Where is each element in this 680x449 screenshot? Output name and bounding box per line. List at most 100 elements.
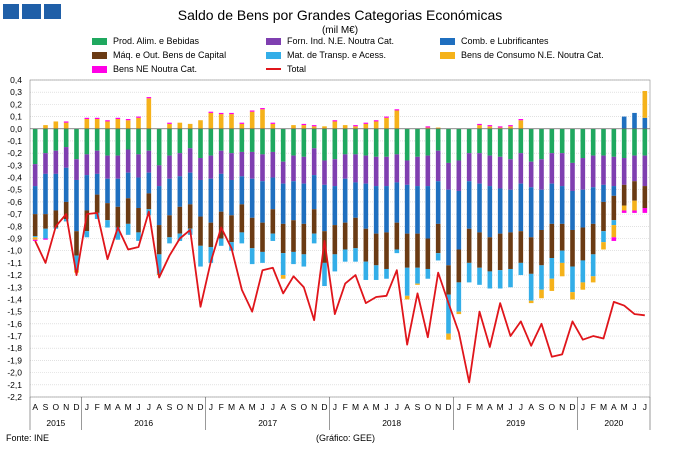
bar-consumer (177, 122, 183, 129)
bar-capital (53, 210, 59, 228)
bar-food (384, 128, 389, 157)
bar-transport (518, 262, 524, 276)
bar-fuel (53, 173, 59, 211)
bar-food (322, 128, 327, 161)
bar-capital (394, 222, 400, 250)
bar-food (508, 128, 513, 160)
x-month-label: D (73, 402, 79, 412)
bar-ne (239, 122, 245, 124)
bar-capital (580, 227, 586, 261)
bar-industrial (373, 156, 379, 187)
source-note: Fonte: INE (6, 433, 50, 443)
legend-label-fuel: Comb. e Lubrificantes (461, 36, 549, 46)
bar-transport (539, 265, 544, 290)
bar-industrial (549, 153, 555, 184)
bar-transport (601, 231, 606, 243)
bar-consumer (559, 262, 565, 277)
bar-consumer (601, 242, 606, 250)
bar-industrial (53, 150, 59, 174)
bar-industrial (322, 160, 327, 185)
bar-ne (487, 125, 493, 127)
bar-ne (497, 126, 503, 128)
bar-consumer (353, 126, 358, 129)
bar-capital (363, 228, 369, 262)
bar-food (353, 128, 358, 155)
bar-transport (332, 254, 338, 272)
bar-transport (63, 218, 69, 222)
bar-fuel (74, 179, 79, 232)
bar-industrial (156, 165, 162, 187)
bar-food (94, 128, 100, 151)
legend-label-transport: Mat. de Transp. e Acess. (287, 50, 387, 60)
bar-transport (373, 265, 379, 280)
bar-industrial (642, 155, 648, 187)
bar-consumer (487, 126, 493, 129)
bar-capital (497, 233, 503, 271)
bar-fuel (198, 179, 203, 217)
bar-industrial (260, 154, 265, 182)
bar-transport (156, 254, 162, 274)
bar-food (218, 128, 224, 151)
legend-swatch-capital (92, 51, 107, 59)
y-tick-label: -0,1 (7, 136, 22, 146)
bar-fuel (466, 181, 472, 229)
bar-capital (425, 238, 431, 269)
bar-fuel (43, 173, 48, 215)
bar-fuel (621, 116, 627, 129)
legend-label-capital: Máq. e Out. Bens de Capital (113, 50, 227, 60)
bar-ne (84, 117, 90, 120)
bar-food (466, 128, 472, 154)
x-month-label: F (343, 402, 348, 412)
bar-consumer (260, 109, 265, 129)
y-tick-label: -1,5 (7, 307, 22, 317)
bar-transport (580, 260, 586, 283)
bar-capital (249, 217, 255, 249)
bar-fuel (311, 175, 317, 210)
x-month-label: J (581, 402, 585, 412)
bar-capital (239, 204, 245, 233)
x-year-label: 2019 (506, 418, 525, 428)
bar-consumer (456, 311, 462, 315)
y-tick-label: -0,2 (7, 148, 22, 158)
bar-industrial (404, 160, 410, 185)
bar-capital (590, 223, 596, 255)
y-tick-label: 0,0 (10, 124, 22, 134)
x-month-label: J (209, 402, 213, 412)
legend-item-consumer: Bens de Consumo N.E. Noutra Cat. (440, 50, 604, 60)
bar-fuel (518, 183, 524, 232)
bar-capital (466, 228, 472, 263)
bar-transport (84, 231, 90, 238)
bar-consumer (249, 111, 255, 129)
legend-item-transport: Mat. de Transp. e Acess. (266, 50, 386, 60)
bar-food (590, 128, 596, 156)
bar-consumer (32, 237, 38, 240)
bar-transport (280, 253, 286, 276)
legend-swatch-food (92, 37, 107, 45)
bar-industrial (63, 147, 69, 168)
bar-capital (198, 216, 203, 246)
bar-food (435, 128, 441, 151)
bar-consumer (621, 205, 627, 211)
bar-fuel (167, 178, 172, 216)
x-month-label: A (32, 402, 38, 412)
x-month-label: S (167, 402, 173, 412)
y-tick-label: 0,4 (10, 75, 22, 85)
x-year-label: 2018 (382, 418, 401, 428)
bar-ne (518, 119, 524, 121)
bar-transport (549, 258, 555, 279)
bar-industrial (291, 155, 296, 182)
x-month-label: D (321, 402, 327, 412)
bar-fuel (394, 182, 400, 223)
y-tick-label: -0,3 (7, 160, 22, 170)
y-tick-label: -1,0 (7, 246, 22, 256)
bar-consumer (332, 121, 338, 129)
bar-fuel (218, 173, 224, 212)
bar-fuel (260, 181, 265, 223)
bar-food (611, 128, 617, 157)
y-tick-label: -1,3 (7, 282, 22, 292)
bar-transport (425, 268, 431, 279)
bar-fuel (353, 182, 358, 218)
bar-industrial (311, 148, 317, 176)
bar-food (53, 128, 59, 151)
bar-food (32, 128, 38, 165)
